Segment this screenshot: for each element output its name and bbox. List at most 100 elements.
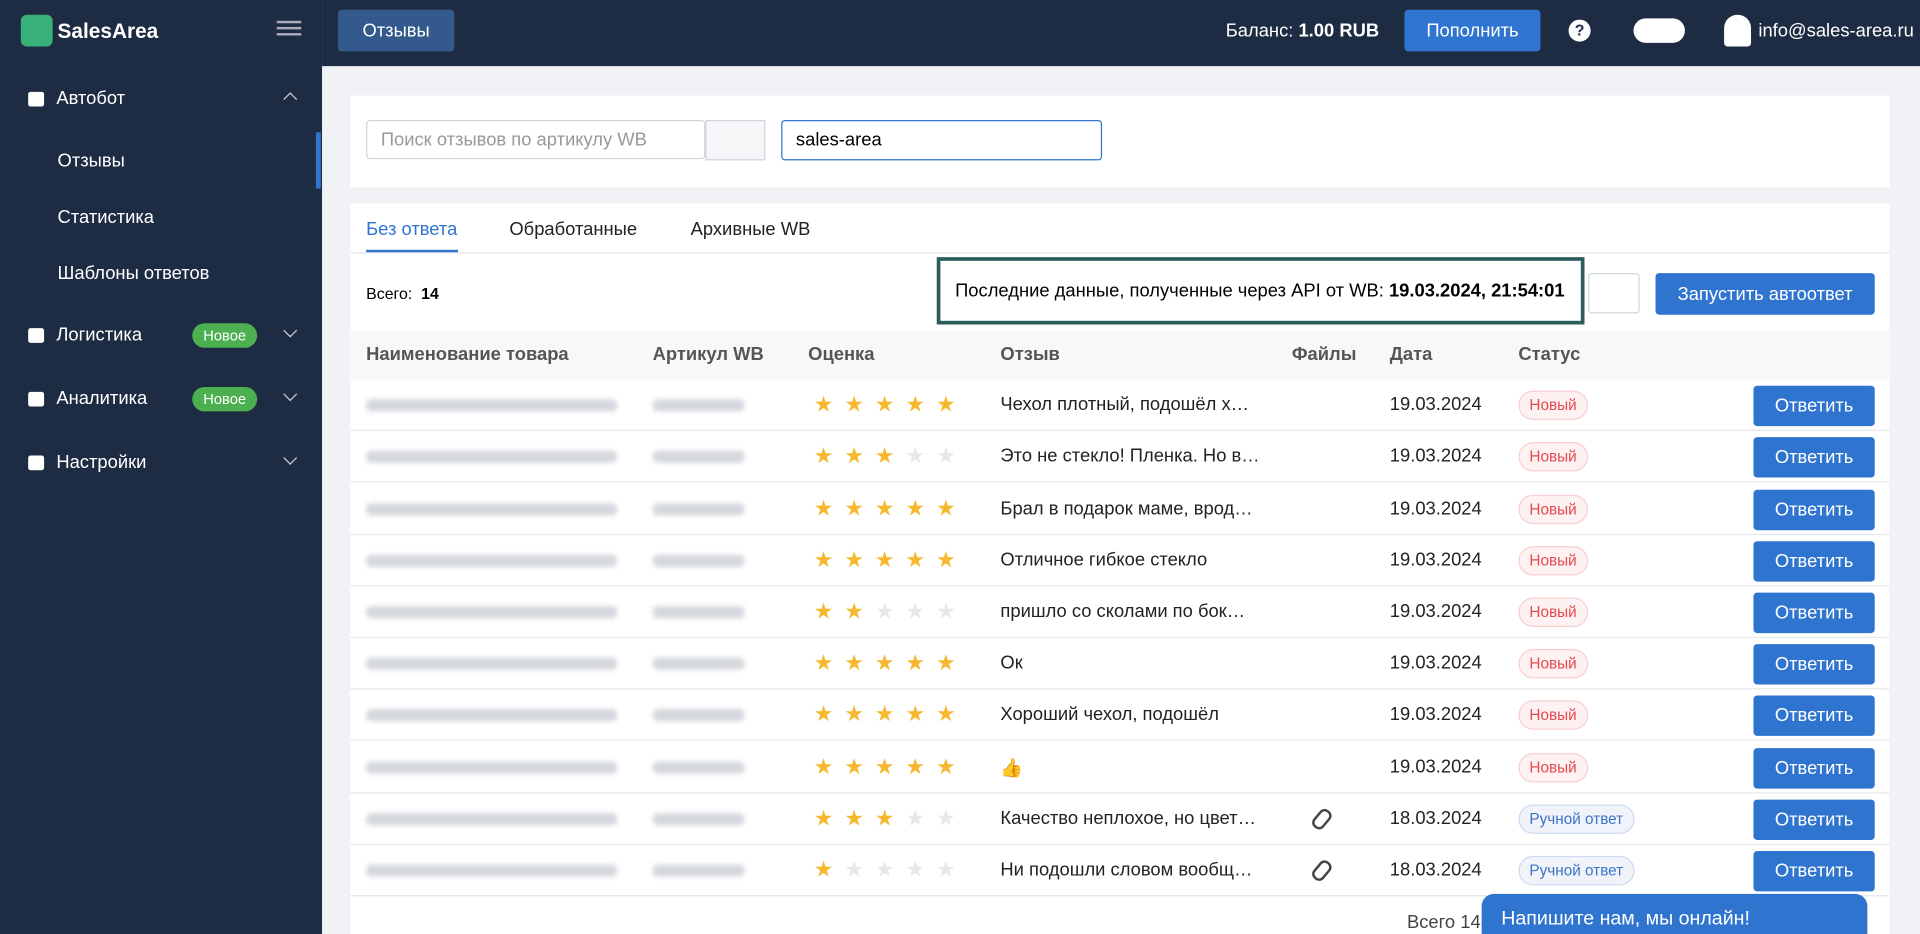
star: ★ xyxy=(874,546,895,572)
star: ★ xyxy=(936,702,956,727)
article-blurred xyxy=(652,761,745,774)
menu-item[interactable]: Настройки xyxy=(56,451,147,473)
user-email[interactable]: info@sales-area.ru xyxy=(1758,20,1914,42)
theme-toggle[interactable] xyxy=(1633,18,1685,43)
article-blurred xyxy=(652,812,745,825)
reply-button[interactable]: Ответить xyxy=(1753,695,1875,737)
tab[interactable]: Без ответа xyxy=(366,219,458,241)
status: Ручной ответ xyxy=(1518,804,1635,834)
balance: Баланс: 1.00 RUB xyxy=(1226,21,1379,42)
reply-button[interactable]: Ответить xyxy=(1753,747,1875,788)
autoreply-button[interactable]: Запустить автоответ xyxy=(1655,273,1875,315)
review-date: 19.03.2024 xyxy=(1389,601,1482,622)
row-divider xyxy=(350,533,1890,535)
reply-button[interactable]: Ответить xyxy=(1753,592,1875,633)
review-text: Ни подошли словом вообщ… xyxy=(1000,859,1253,881)
file-icon xyxy=(1309,857,1335,884)
reply-button[interactable]: Ответить xyxy=(1753,799,1875,840)
reply-button[interactable]: Ответить xyxy=(1753,489,1875,530)
reply-button[interactable]: Ответить xyxy=(1753,644,1875,685)
star: ★ xyxy=(936,391,956,417)
shop-select[interactable]: sales-area xyxy=(781,120,1103,161)
status: Новый xyxy=(1518,649,1588,679)
product-name-blurred xyxy=(366,709,618,722)
star: ★ xyxy=(813,443,834,469)
menu-item[interactable]: Автобот xyxy=(56,88,126,109)
search-input[interactable]: Поиск отзывов по артикулу WB xyxy=(366,120,706,160)
status: Новый xyxy=(1518,545,1588,576)
star: ★ xyxy=(844,857,864,882)
star: ★ xyxy=(813,753,834,779)
row-divider xyxy=(350,791,1890,793)
status: Новый xyxy=(1518,390,1588,421)
menu-chevron xyxy=(283,451,298,465)
star: ★ xyxy=(905,702,926,727)
star: ★ xyxy=(936,857,956,882)
row-divider xyxy=(350,843,1890,845)
review-text: Брал в подарок маме, врод… xyxy=(1000,497,1253,519)
logo-icon xyxy=(20,14,53,47)
pager-total: Всего 14 xyxy=(1407,912,1481,933)
reply-button[interactable]: Ответить xyxy=(1753,437,1875,478)
rating: ★ ★ ★ ★ ★ xyxy=(808,600,961,624)
star: ★ xyxy=(813,702,834,727)
star: ★ xyxy=(874,805,895,830)
review-date: 19.03.2024 xyxy=(1389,704,1482,726)
api-info-label: Последние данные, полученные через API о… xyxy=(955,280,1384,302)
row-divider xyxy=(350,636,1890,638)
page-button[interactable]: Отзывы xyxy=(337,9,455,52)
search-button[interactable] xyxy=(705,120,766,161)
submenu-item[interactable]: Статистика xyxy=(57,206,155,228)
article-blurred xyxy=(652,864,745,877)
table-header xyxy=(350,330,1890,380)
star: ★ xyxy=(874,495,895,520)
logo-text: SalesArea xyxy=(57,19,159,43)
row-divider xyxy=(350,740,1890,742)
review-date: 19.03.2024 xyxy=(1389,549,1482,571)
article-blurred xyxy=(652,657,745,670)
review-date: 18.03.2024 xyxy=(1389,859,1482,881)
rating: ★ ★ ★ ★ ★ xyxy=(808,548,961,572)
product-name-blurred xyxy=(366,657,618,670)
refresh-button[interactable] xyxy=(1588,273,1640,314)
star: ★ xyxy=(874,443,895,469)
star: ★ xyxy=(813,391,834,417)
row-divider xyxy=(350,481,1890,483)
submenu-item[interactable]: Отзывы xyxy=(57,150,125,172)
row-divider xyxy=(350,688,1890,690)
reply-button[interactable]: Ответить xyxy=(1753,385,1875,427)
star: ★ xyxy=(936,495,956,520)
tab[interactable]: Обработанные xyxy=(509,219,638,241)
menu-item[interactable]: Аналитика xyxy=(56,388,148,409)
rating: ★ ★ ★ ★ ★ xyxy=(808,652,961,676)
review-text: Это не стекло! Пленка. Но в… xyxy=(1000,446,1260,467)
balance-value: 1.00 RUB xyxy=(1298,20,1380,42)
status: Новый xyxy=(1518,700,1588,731)
chat-widget[interactable]: Напишите нам, мы онлайн! xyxy=(1481,893,1868,934)
star: ★ xyxy=(813,546,834,572)
submenu-item[interactable]: Шаблоны ответов xyxy=(57,263,210,285)
menu-item[interactable]: Логистика xyxy=(56,324,143,346)
reviews-card: Всего: 14 Последние данные, полученные ч… xyxy=(350,203,1890,934)
star: ★ xyxy=(844,805,864,830)
topup-button[interactable]: Пополнить xyxy=(1404,9,1541,52)
sidebar: SalesArea Автобот Отзывы Статистика Шаблоны… xyxy=(0,0,323,934)
article-blurred xyxy=(652,502,745,515)
reply-button[interactable]: Ответить xyxy=(1753,540,1875,582)
review-text: Хороший чехол, подошёл xyxy=(1000,704,1219,726)
star: ★ xyxy=(936,546,956,572)
collapse-icon[interactable] xyxy=(276,20,302,24)
product-name-blurred xyxy=(366,450,618,464)
tabs-divider xyxy=(350,252,1890,254)
menu-icon xyxy=(28,91,45,107)
tab[interactable]: Архивные WB xyxy=(690,219,811,241)
product-name-blurred xyxy=(366,554,618,567)
reply-button[interactable]: Ответить xyxy=(1753,850,1875,892)
help-icon[interactable]: ? xyxy=(1568,19,1591,42)
menu-badge: Новое xyxy=(192,323,258,348)
star: ★ xyxy=(813,495,834,520)
star: ★ xyxy=(844,495,864,520)
column-header: Файлы xyxy=(1291,344,1357,365)
star: ★ xyxy=(905,443,926,469)
